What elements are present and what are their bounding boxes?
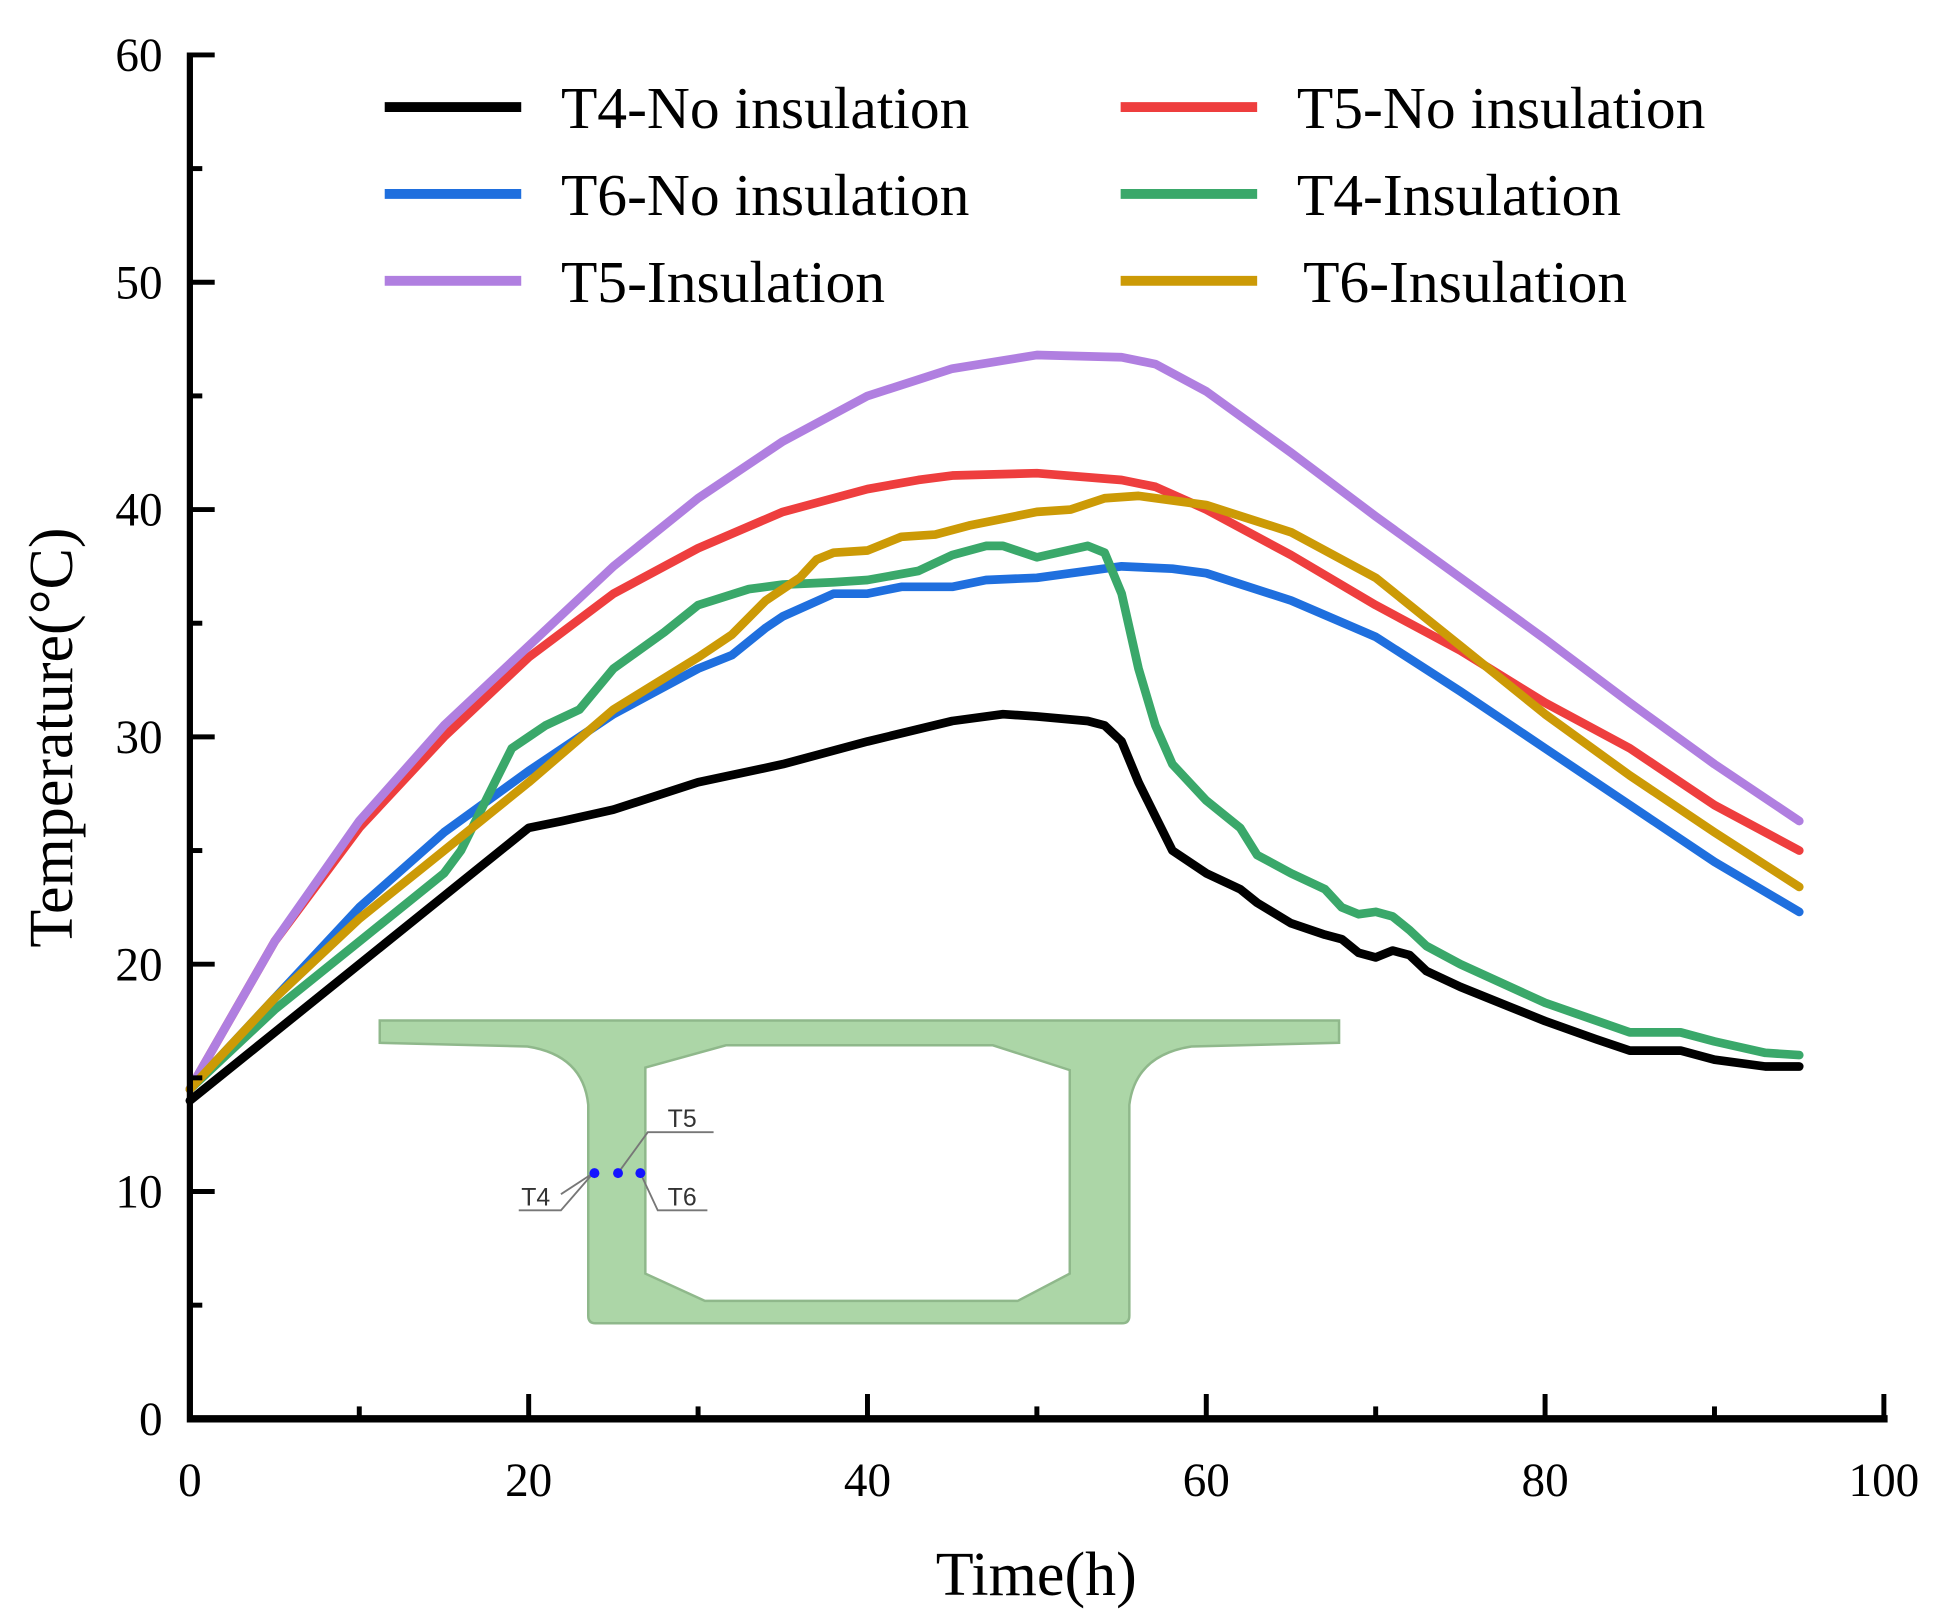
- box-girder-inset: T4 T5 T6: [378, 1019, 1341, 1325]
- series-group: [185, 350, 1804, 1105]
- series-line-t4-no-insulation: [185, 709, 1804, 1105]
- x-tick-label: 0: [178, 1455, 202, 1507]
- sensor-point-t4: [589, 1168, 600, 1179]
- series-line-t5-no-insulation: [185, 468, 1804, 1094]
- leader-line: [518, 1172, 594, 1212]
- x-tick-label: 60: [1183, 1455, 1230, 1507]
- legend-label: T6-Insulation: [1303, 249, 1627, 315]
- sensor-point-t5: [613, 1168, 623, 1179]
- inset-label-t5: T5: [668, 1106, 697, 1133]
- series-line-t6-no-insulation: [185, 562, 1804, 1094]
- legend-label: T4-No insulation: [561, 75, 970, 141]
- x-tick-label: 20: [505, 1455, 552, 1507]
- leader-line: [639, 1172, 708, 1212]
- x-tick-label: 100: [1849, 1455, 1920, 1507]
- y-tick-label: 60: [115, 30, 162, 82]
- x-axis-label: Time(h): [936, 1541, 1137, 1609]
- y-axis-label: Temperature(°C): [18, 527, 86, 947]
- inset-label-t6: T6: [668, 1184, 697, 1211]
- y-tick-label: 50: [115, 257, 162, 309]
- legend-label: T5-No insulation: [1297, 75, 1706, 141]
- legend: T4-No insulation T5-No insulation T6-No in…: [384, 75, 1706, 315]
- box-girder-section: [378, 1019, 1341, 1325]
- series-line-t5-insulation: [185, 350, 1804, 1094]
- axes: 0 20 40 60 80 100 0 10 20 30 40 50 60: [115, 30, 1919, 1507]
- sensor-point-t6: [635, 1168, 646, 1179]
- legend-label: T4-Insulation: [1297, 162, 1621, 228]
- leader-line: [560, 1172, 594, 1195]
- legend-label: T5-Insulation: [561, 249, 885, 315]
- x-tick-label: 80: [1522, 1455, 1569, 1507]
- legend-label: T6-No insulation: [561, 162, 970, 228]
- inset-label-t4: T4: [521, 1184, 550, 1211]
- y-tick-label: 30: [115, 712, 162, 764]
- y-tick-label: 20: [115, 939, 162, 991]
- x-tick-label: 40: [844, 1455, 891, 1507]
- leader-line: [617, 1131, 714, 1174]
- series-line-t4-insulation: [185, 541, 1804, 1094]
- y-tick-label: 10: [115, 1167, 162, 1219]
- series-line-t6-insulation: [185, 491, 1804, 1094]
- y-tick-label: 40: [115, 485, 162, 537]
- y-tick-label: 0: [139, 1394, 163, 1446]
